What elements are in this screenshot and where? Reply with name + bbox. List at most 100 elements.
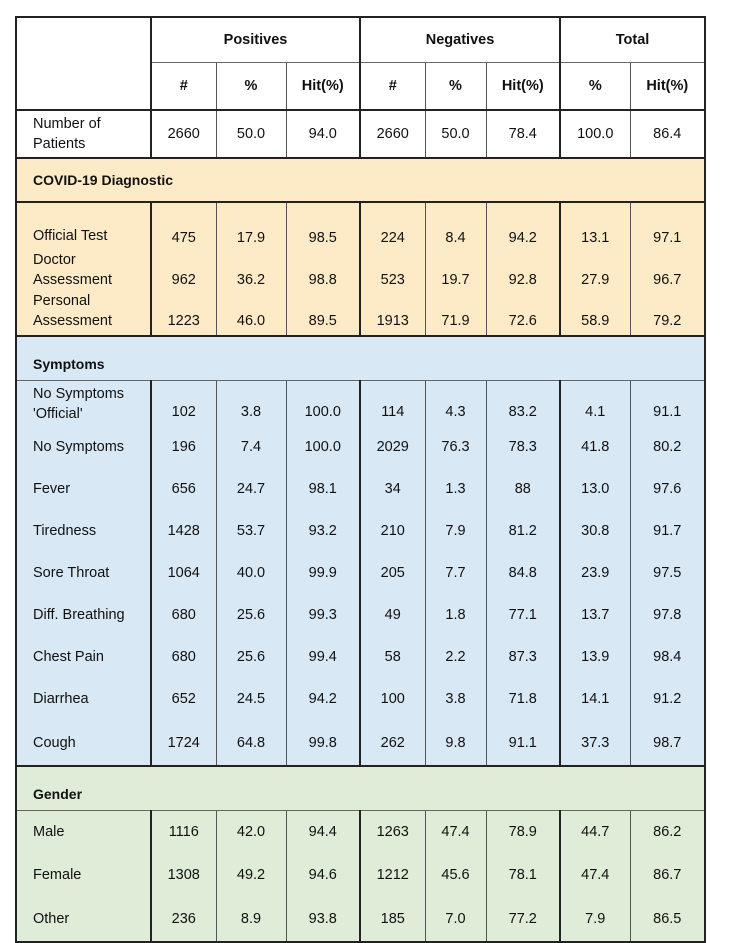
cell: 77.2 [485, 896, 561, 943]
cell: 79.2 [629, 290, 707, 336]
cell: 76.3 [424, 426, 487, 468]
cell: 86.5 [629, 896, 707, 943]
table-row: Chest Pain 680 25.6 99.4 58 2.2 87.3 13.… [15, 636, 707, 678]
cell: 100.0 [285, 426, 361, 468]
cell: 49.2 [215, 854, 287, 896]
row-label: Sore Throat [15, 552, 152, 594]
header-pos-percent: % [215, 62, 287, 111]
cell: 1212 [359, 854, 426, 896]
cell: 78.9 [485, 810, 561, 854]
cell: 13.7 [559, 594, 631, 636]
cell: 98.7 [629, 720, 707, 766]
cell: 36.2 [215, 246, 287, 290]
header-sub-row: # % Hit(%) # % Hit(%) % Hit(%) [16, 62, 707, 111]
table-row: Diarrhea 652 24.5 94.2 100 3.8 71.8 14.1… [15, 678, 707, 720]
row-label: Chest Pain [15, 636, 152, 678]
header-neg-percent: % [424, 62, 487, 111]
cell: 962 [150, 246, 217, 290]
row-label: Other [15, 896, 152, 943]
cell: 7.9 [559, 896, 631, 943]
cell: 1428 [150, 510, 217, 552]
cell: 89.5 [285, 290, 361, 336]
cell: 53.7 [215, 510, 287, 552]
cell: 1.3 [424, 468, 487, 510]
row-label: Official Test [15, 202, 152, 246]
cell: 40.0 [215, 552, 287, 594]
cell: 91.2 [629, 678, 707, 720]
row-label: No Symptoms 'Official' [15, 380, 152, 426]
patients-label: Number of Patients [15, 110, 152, 159]
cell: 27.9 [559, 246, 631, 290]
table-row: Female 1308 49.2 94.6 1212 45.6 78.1 47.… [15, 854, 707, 896]
cell: 94.2 [285, 678, 361, 720]
cell: 37.3 [559, 720, 631, 766]
cell: 98.4 [629, 636, 707, 678]
section-title: Symptoms [14, 335, 707, 381]
table-row: Sore Throat 1064 40.0 99.9 205 7.7 84.8 … [15, 552, 707, 594]
row-label: Doctor Assessment [15, 246, 152, 290]
cell: 98.1 [285, 468, 361, 510]
cell: 13.9 [559, 636, 631, 678]
cell: 47.4 [424, 810, 487, 854]
table-row: No Symptoms 196 7.4 100.0 2029 76.3 78.3… [15, 426, 707, 468]
cell: 196 [150, 426, 217, 468]
table-row: Doctor Assessment 962 36.2 98.8 523 19.7… [15, 246, 707, 290]
cell: 86.4 [629, 110, 707, 159]
cell: 1116 [150, 810, 217, 854]
section-title: COVID-19 Diagnostic [14, 158, 707, 203]
cell: 87.3 [485, 636, 561, 678]
cell: 475 [150, 202, 217, 246]
cell: 92.8 [485, 246, 561, 290]
table-row: Other 236 8.9 93.8 185 7.0 77.2 7.9 86.5 [15, 896, 707, 943]
cell: 50.0 [215, 110, 287, 159]
cell: 64.8 [215, 720, 287, 766]
table-row: Tiredness 1428 53.7 93.2 210 7.9 81.2 30… [15, 510, 707, 552]
cell: 99.8 [285, 720, 361, 766]
cell: 2.2 [424, 636, 487, 678]
cell: 1308 [150, 854, 217, 896]
cell: 88 [485, 468, 561, 510]
cell: 4.3 [424, 380, 487, 426]
cell: 100.0 [559, 110, 631, 159]
table-row: No Symptoms 'Official' 102 3.8 100.0 114… [15, 380, 707, 426]
cell: 3.8 [215, 380, 287, 426]
cell: 23.9 [559, 552, 631, 594]
cell: 1064 [150, 552, 217, 594]
row-label: Female [15, 854, 152, 896]
cell: 1913 [359, 290, 426, 336]
row-label: Cough [15, 720, 152, 766]
cell: 86.7 [629, 854, 707, 896]
section-header-row: Gender [14, 765, 707, 811]
row-label: Tiredness [15, 510, 152, 552]
cell: 100 [359, 678, 426, 720]
table-row: Male 1116 42.0 94.4 1263 47.4 78.9 44.7 … [15, 810, 707, 854]
cell: 71.9 [424, 290, 487, 336]
cell: 45.6 [424, 854, 487, 896]
cell: 49 [359, 594, 426, 636]
cell: 91.1 [485, 720, 561, 766]
cell: 100.0 [285, 380, 361, 426]
row-label: Personal Assessment [15, 290, 152, 336]
cell: 83.2 [485, 380, 561, 426]
cell: 58.9 [559, 290, 631, 336]
cell: 523 [359, 246, 426, 290]
section-header-row: COVID-19 Diagnostic [14, 158, 707, 203]
cell: 98.8 [285, 246, 361, 290]
cell: 8.4 [424, 202, 487, 246]
header-corner [15, 16, 152, 111]
cell: 91.7 [629, 510, 707, 552]
cell: 8.9 [215, 896, 287, 943]
cell: 205 [359, 552, 426, 594]
row-label: No Symptoms [15, 426, 152, 468]
cell: 84.8 [485, 552, 561, 594]
header-negatives: Negatives [358, 16, 561, 63]
cell: 94.4 [285, 810, 361, 854]
cell: 680 [150, 636, 217, 678]
header-total: Total [559, 16, 707, 63]
cell: 99.3 [285, 594, 361, 636]
cell: 42.0 [215, 810, 287, 854]
row-label: Fever [15, 468, 152, 510]
cell: 47.4 [559, 854, 631, 896]
cell: 93.2 [285, 510, 361, 552]
row-label: Diff. Breathing [15, 594, 152, 636]
